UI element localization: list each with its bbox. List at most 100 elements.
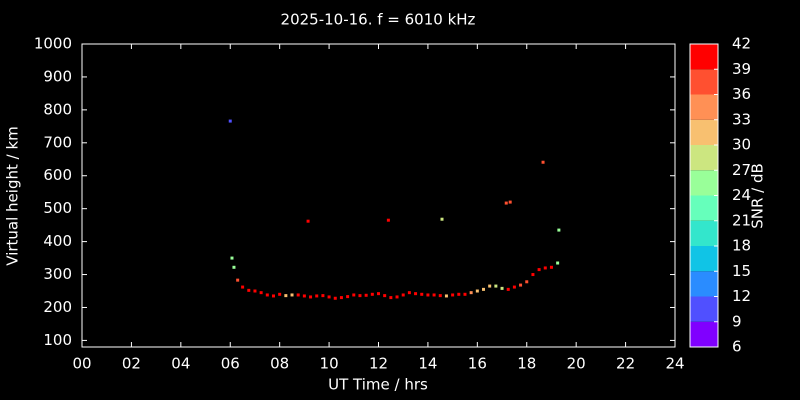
x-tick-label: 24 bbox=[665, 355, 684, 373]
x-tick-label: 18 bbox=[517, 355, 536, 373]
point bbox=[543, 266, 547, 270]
point bbox=[247, 288, 251, 292]
colorbar-tick-label: 30 bbox=[732, 136, 751, 154]
colorbar-tick-label: 9 bbox=[732, 312, 742, 330]
y-tick-label: 600 bbox=[43, 166, 72, 184]
colorbar-tick-label: 18 bbox=[732, 237, 751, 255]
chart-title: 2025-10-16. f = 6010 kHz bbox=[281, 11, 476, 29]
colorbar-bin bbox=[690, 69, 718, 95]
point bbox=[444, 294, 448, 298]
point bbox=[259, 291, 263, 295]
point bbox=[500, 286, 504, 290]
x-tick-label: 04 bbox=[171, 355, 190, 373]
point bbox=[440, 217, 444, 221]
colorbar-bin bbox=[690, 170, 718, 196]
point bbox=[386, 218, 390, 222]
point bbox=[265, 293, 269, 297]
point bbox=[333, 296, 337, 300]
point bbox=[508, 200, 512, 204]
point bbox=[475, 289, 479, 293]
colorbar-bin bbox=[690, 145, 718, 171]
y-tick-label: 200 bbox=[43, 298, 72, 316]
point bbox=[512, 285, 516, 289]
point bbox=[494, 284, 498, 288]
colorbar-tick-label: 21 bbox=[732, 211, 751, 229]
point bbox=[420, 292, 424, 296]
point bbox=[271, 294, 275, 298]
y-tick-label: 300 bbox=[43, 265, 72, 283]
y-tick-label: 400 bbox=[43, 232, 72, 250]
point bbox=[296, 293, 300, 297]
x-tick-label: 22 bbox=[616, 355, 635, 373]
point bbox=[401, 293, 405, 297]
point bbox=[469, 291, 473, 295]
point bbox=[541, 160, 545, 164]
colorbar-bin bbox=[690, 271, 718, 297]
point bbox=[488, 284, 492, 288]
colorbar-bin bbox=[690, 246, 718, 272]
point bbox=[531, 273, 535, 277]
point bbox=[284, 294, 288, 298]
colorbar-bin bbox=[690, 195, 718, 221]
plot-frame bbox=[81, 43, 676, 348]
colorbar-bin bbox=[690, 94, 718, 120]
x-tick-label: 08 bbox=[270, 355, 289, 373]
point bbox=[327, 295, 331, 299]
x-tick-label: 12 bbox=[369, 355, 388, 373]
colorbar-tick-label: 24 bbox=[732, 186, 751, 204]
point bbox=[232, 265, 236, 269]
point bbox=[302, 294, 306, 298]
y-axis-label: Virtual height / km bbox=[4, 126, 22, 265]
colorbar-tick-label: 39 bbox=[732, 60, 751, 78]
point bbox=[457, 292, 461, 296]
point bbox=[395, 295, 399, 299]
colorbar-tick-label: 42 bbox=[732, 35, 751, 53]
point bbox=[306, 219, 310, 223]
point bbox=[364, 293, 368, 297]
point bbox=[315, 294, 319, 298]
colorbar-tick-label: 6 bbox=[732, 338, 742, 356]
point bbox=[451, 293, 455, 297]
point bbox=[506, 287, 510, 291]
colorbar-bin bbox=[690, 44, 718, 70]
point bbox=[321, 294, 325, 298]
point bbox=[519, 283, 523, 287]
y-tick-label: 800 bbox=[43, 100, 72, 118]
point bbox=[482, 287, 486, 291]
y-tick-label: 900 bbox=[43, 67, 72, 85]
y-tick-label: 1000 bbox=[34, 35, 72, 53]
x-tick-label: 20 bbox=[567, 355, 586, 373]
point bbox=[253, 289, 257, 293]
x-tick-label: 00 bbox=[72, 355, 91, 373]
point bbox=[377, 292, 380, 296]
point bbox=[370, 292, 374, 296]
point bbox=[426, 293, 430, 297]
point bbox=[383, 294, 387, 298]
point bbox=[309, 295, 313, 299]
point bbox=[549, 265, 553, 269]
point bbox=[389, 296, 393, 300]
point bbox=[241, 285, 245, 289]
colorbar-tick-label: 27 bbox=[732, 161, 751, 179]
y-tick-label: 100 bbox=[43, 331, 72, 349]
point bbox=[432, 293, 436, 297]
colorbar-bin bbox=[690, 296, 718, 322]
colorbar-bin bbox=[690, 119, 718, 145]
x-axis-label: UT Time / hrs bbox=[328, 376, 428, 394]
point bbox=[537, 268, 541, 272]
colorbar-tick-label: 15 bbox=[732, 262, 751, 280]
point bbox=[358, 294, 362, 298]
point bbox=[352, 293, 356, 297]
x-tick-label: 02 bbox=[122, 355, 141, 373]
colorbar-tick-label: 12 bbox=[732, 287, 751, 305]
x-tick-label: 06 bbox=[221, 355, 240, 373]
point bbox=[504, 201, 508, 205]
colorbar-tick-label: 36 bbox=[732, 85, 751, 103]
point bbox=[346, 295, 350, 299]
y-tick-label: 500 bbox=[43, 199, 72, 217]
point bbox=[525, 280, 529, 284]
point bbox=[414, 292, 418, 296]
point bbox=[339, 296, 343, 300]
point bbox=[236, 278, 240, 282]
